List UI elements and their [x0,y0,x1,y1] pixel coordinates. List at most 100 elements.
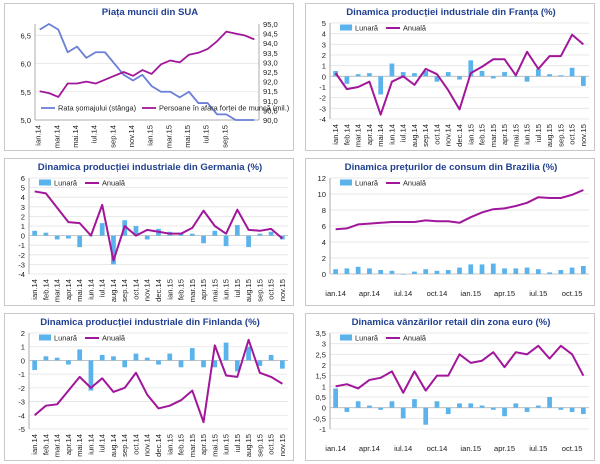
line-annual [33,338,283,424]
y-tick-label: 0 [21,232,25,241]
y-tick-label: 0 [21,356,25,365]
y-tick-label: 12 [318,174,326,183]
x-tick-label: iul.15 [233,279,242,297]
bar-monthly [569,67,575,77]
y-tick-label: -0,5 [313,414,326,423]
x-tick-label: dec.14 [455,124,464,147]
bar-monthly [524,267,530,274]
y-tick-label: 0 [322,72,326,81]
bar-monthly [223,342,229,361]
y-tick-label: -1 [18,370,25,379]
bar-monthly [355,266,361,274]
bar-monthly [178,360,184,368]
x-tick-label: sep.14 [120,279,129,302]
x-tick-label: aug.14 [109,279,118,302]
x-tick-label: mar.14 [53,279,62,302]
x-tick-label: apr.15 [494,289,515,298]
bar-monthly [502,72,507,77]
bar-monthly [144,357,150,361]
y-tick-label: 6 [322,222,326,231]
bar-monthly [280,360,285,369]
x-tick-label: ian.15 [146,125,155,146]
y-tick-label: 4 [322,30,326,39]
x-tick-label: aug.15 [244,279,253,302]
bar-monthly [412,399,417,408]
bar-monthly [547,74,552,77]
bar-monthly [423,269,429,274]
legend-label-monthly: Lunară [355,179,379,188]
y-tick-label: 1 [21,343,25,352]
series-line-not-in-labor-force [39,30,255,98]
y-tick-label: 4 [21,193,25,202]
y-tick-label: -3 [319,104,326,113]
x-tick-label: ian.15 [466,124,475,145]
y-tick-label: -2 [18,384,25,393]
x-tick-label: nov.14 [444,124,453,146]
x-tick-label: mai.14 [71,125,80,148]
bar-monthly [490,263,496,274]
bar-monthly [389,401,395,408]
line-annual [335,189,584,231]
y-tick-label: 2,5 [315,350,326,359]
y-tick-label: 0 [322,270,326,279]
line-annual [34,190,284,262]
bar-monthly [434,401,440,408]
x-tick-label: aug.14 [109,434,118,457]
chart-title: Dinamica prețurilor de consum din Brazil… [345,162,558,173]
bar-monthly [434,76,440,82]
bar-monthly [201,360,206,368]
y-tick-label: 3 [322,40,326,49]
x-tick-label: ian.14 [325,289,346,298]
x-tick-label: iul.15 [233,434,242,452]
bar-monthly [201,235,206,244]
legend-label-monthly: Lunară [54,179,78,188]
x-tick-label: iun.14 [387,124,396,145]
right-axis-tick-label: 92,0 [263,78,278,87]
bar-monthly [144,235,150,240]
x-tick-label: ian.14 [30,279,39,300]
line-annual [335,344,585,394]
bar-monthly [99,223,105,236]
x-tick-label: mai.15 [183,125,192,148]
y-tick-label: 5 [21,184,25,193]
y-tick-label: 5 [322,19,326,28]
bar-monthly [355,74,361,77]
x-tick-label: iul.15 [534,124,543,142]
right-axis-tick-label: 91,0 [263,97,278,106]
bar-monthly [535,269,541,274]
y-tick-label: 1,5 [315,372,326,381]
x-tick-label: mai.14 [376,124,385,147]
y-tick-label: 1 [322,62,326,71]
panel-us-labor-market: Piața muncii din SUA 6,5 6,0 5,5 5,0 95,0 94,5… [4,3,294,151]
x-tick-label: sep.15 [255,434,264,457]
bar-monthly [378,270,384,274]
y-tick-label: 10 [318,190,326,199]
x-tick-label: apr.14 [359,289,380,298]
x-tick-label: apr.14 [365,124,374,145]
legend-label-unemployment: Rata șomajului (stânga) [58,104,136,113]
left-axis-tick-label: 6,5 [20,31,31,40]
bar-monthly [581,76,586,86]
y-tick-label: -4 [18,270,25,279]
y-tick-label: 0,5 [315,393,326,402]
x-tick-label: mai.14 [75,279,84,302]
y-tick-label: 6 [21,174,25,183]
bar-monthly [524,407,530,412]
bar-monthly [156,360,161,365]
x-tick-label: sep.14 [108,125,117,148]
bar-monthly [479,71,485,77]
x-tick-label: iul.15 [529,444,547,453]
x-tick-label: oct.14 [131,279,140,300]
x-tick-label: feb.15 [177,434,186,455]
bar-monthly [212,360,218,368]
chart-title: Piața muncii din SUA [102,7,199,18]
bar-monthly [257,360,263,366]
x-tick-label: feb.15 [177,279,186,300]
bar-monthly [111,235,116,265]
bar-monthly [400,407,406,419]
x-tick-label: iun.15 [222,279,231,300]
y-tick-label: 3 [21,203,25,212]
bar-monthly [468,403,474,408]
x-tick-label: sep.14 [421,124,430,147]
us-labor-market-chart: Piața muncii din SUA 6,5 6,0 5,5 5,0 95,094,5… [20,7,289,148]
